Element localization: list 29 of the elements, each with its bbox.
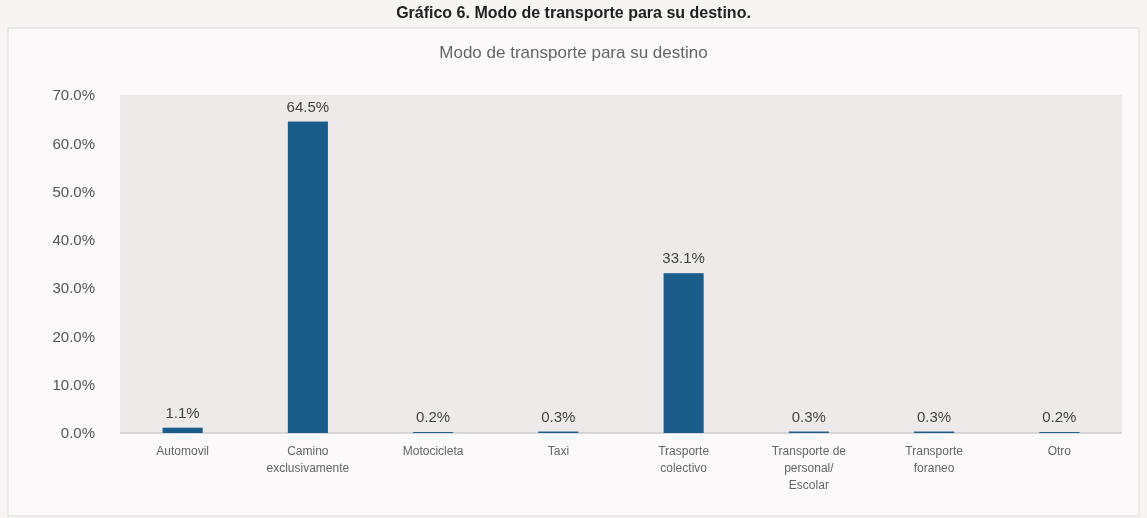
data-label: 0.3% — [917, 407, 952, 425]
y-tick-label: 60.0% — [52, 134, 95, 152]
y-tick-label: 0.0% — [60, 424, 95, 442]
x-tick-label: Transporte foraneo — [905, 444, 964, 475]
x-tick-label: Otro — [1047, 444, 1072, 458]
y-tick-label: 30.0% — [52, 279, 95, 297]
y-tick-label: 40.0% — [52, 231, 95, 249]
y-tick-label: 50.0% — [52, 182, 95, 200]
y-tick-label: 70.0% — [52, 86, 95, 104]
data-label: 0.2% — [1042, 408, 1077, 426]
data-label: 33.1% — [662, 249, 705, 267]
x-tick-label: Camino exclusivamente — [266, 444, 350, 475]
x-tick-label: Automovil — [156, 444, 209, 458]
chart-title: Gráfico 6. Modo de transporte para su destino. — [396, 4, 751, 21]
y-tick-label: 10.0% — [52, 375, 95, 393]
y-tick-label: 20.0% — [52, 327, 95, 345]
x-tick-label: Transporte de personal/ Escolar — [771, 444, 847, 492]
bar — [162, 427, 203, 433]
data-label: 0.3% — [791, 407, 826, 425]
x-tick-label: Motocicleta — [402, 444, 464, 458]
data-label: 0.2% — [416, 408, 451, 426]
bar — [287, 121, 328, 433]
bar — [663, 273, 704, 433]
data-label: 0.3% — [541, 407, 576, 425]
data-label: 1.1% — [165, 403, 200, 421]
data-label: 64.5% — [286, 97, 330, 115]
x-tick-label: Trasporte colectivo — [658, 444, 710, 475]
chart-subtitle: Modo de transporte para su destino — [439, 43, 708, 62]
x-tick-label: Taxi — [547, 444, 570, 458]
